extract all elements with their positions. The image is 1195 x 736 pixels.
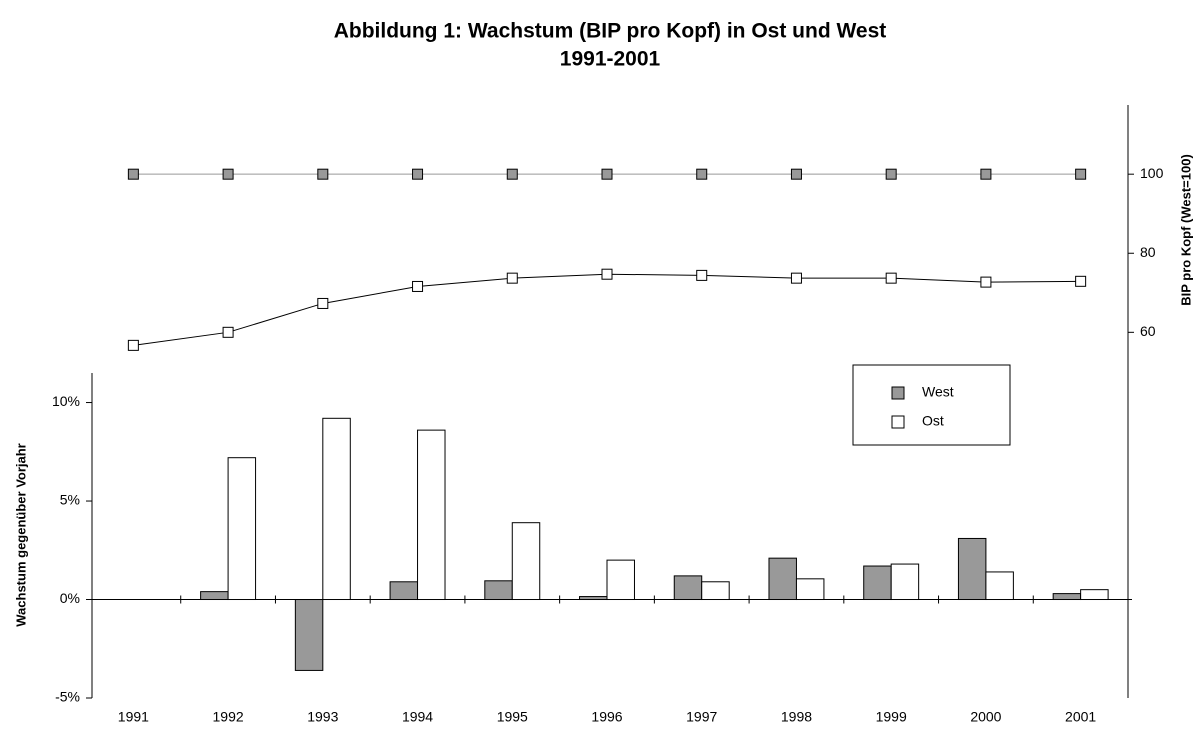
- line-marker: [885, 168, 897, 180]
- bar: [701, 581, 730, 601]
- x-tick-label: 1992: [213, 709, 244, 725]
- y-tick-label: 0%: [60, 590, 80, 606]
- x-tick-label: 2001: [1065, 709, 1096, 725]
- bar: [606, 559, 635, 601]
- bar: [673, 575, 703, 601]
- line-marker: [127, 339, 139, 351]
- bar: [417, 429, 446, 601]
- line-marker: [317, 168, 329, 180]
- line-marker: [885, 272, 897, 284]
- bar: [389, 581, 419, 601]
- bar: [294, 599, 324, 671]
- line-marker: [506, 168, 518, 180]
- chart-subtitle: 1991-2001: [560, 48, 661, 71]
- bar: [890, 563, 920, 601]
- bar: [768, 557, 797, 601]
- line-marker: [1075, 168, 1087, 180]
- line-marker: [980, 168, 992, 180]
- line-marker: [222, 168, 234, 180]
- x-tick-label: 1994: [402, 709, 433, 725]
- bar: [1080, 589, 1109, 601]
- line-marker: [506, 272, 518, 284]
- line-marker: [696, 269, 708, 281]
- line-marker: [222, 326, 234, 338]
- y-tick-label: -5%: [55, 689, 80, 705]
- x-tick-label: 2000: [970, 709, 1001, 725]
- line-marker: [601, 168, 613, 180]
- x-tick-label: 1998: [781, 709, 812, 725]
- line-marker: [412, 280, 424, 292]
- bar: [579, 596, 608, 601]
- y-tick-label: 10%: [52, 393, 80, 409]
- y2-axis-label: BIP pro Kopf (West=100): [1178, 154, 1193, 306]
- line-marker: [790, 272, 802, 284]
- chart-title: Abbildung 1: Wachstum (BIP pro Kopf) in …: [334, 20, 887, 43]
- line-marker: [980, 276, 992, 288]
- bar: [1052, 593, 1082, 601]
- bar: [511, 522, 541, 601]
- y-tick-label: 5%: [60, 492, 80, 508]
- bar: [322, 417, 351, 601]
- x-tick-label: 1993: [307, 709, 338, 725]
- line-marker: [790, 168, 802, 180]
- legend-swatch: [891, 415, 905, 429]
- bar: [200, 591, 229, 601]
- x-tick-label: 1991: [118, 709, 149, 725]
- line-marker: [601, 268, 613, 280]
- line-marker: [412, 168, 424, 180]
- y2-tick-label: 80: [1140, 244, 1156, 260]
- line-marker: [317, 297, 329, 309]
- bar: [227, 457, 257, 601]
- legend-box: [852, 364, 1011, 446]
- y2-tick-label: 100: [1140, 165, 1164, 181]
- line-marker: [696, 168, 708, 180]
- legend-swatch: [891, 386, 905, 400]
- bar: [957, 537, 987, 601]
- bar: [863, 565, 892, 601]
- bar: [484, 580, 513, 601]
- legend-label: West: [922, 384, 954, 400]
- y-axis-label: Wachstum gegenüber Vorjahr: [13, 443, 28, 626]
- legend-label: Ost: [922, 413, 944, 429]
- x-tick-label: 1997: [686, 709, 717, 725]
- x-tick-label: 1999: [876, 709, 907, 725]
- line-marker: [127, 168, 139, 180]
- bar: [795, 578, 825, 601]
- x-tick-label: 1996: [591, 709, 622, 725]
- bar: [985, 571, 1014, 601]
- y2-tick-label: 60: [1140, 323, 1156, 339]
- line-marker: [1075, 275, 1087, 287]
- line: [133, 273, 1081, 346]
- x-tick-label: 1995: [497, 709, 528, 725]
